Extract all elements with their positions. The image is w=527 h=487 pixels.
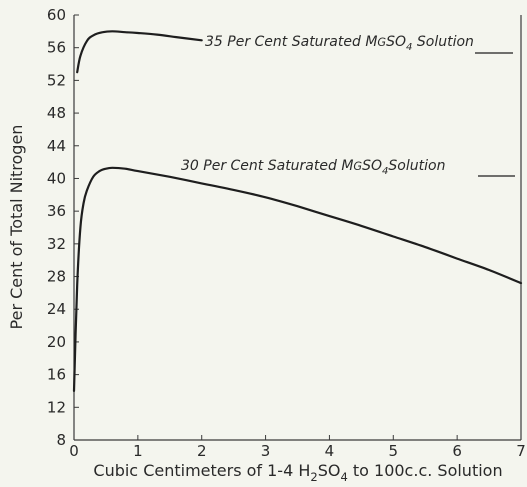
x-tick-label: 7 [516, 442, 526, 460]
y-tick-label: 24 [47, 300, 66, 318]
y-tick-label: 60 [47, 6, 66, 24]
x-tick-labels: 0 1 2 3 4 5 6 7 [69, 435, 526, 460]
y-tick-label: 44 [47, 137, 66, 155]
y-axis-title: Per Cent of Total Nitrogen [7, 125, 26, 330]
x-tick-label: 5 [389, 442, 399, 460]
y-tick-label: 8 [56, 431, 66, 449]
series-line-35-percent [76, 30, 203, 74]
y-tick-label: 32 [47, 235, 66, 253]
y-tick-label: 56 [47, 39, 66, 57]
y-tick-label: 52 [47, 71, 66, 89]
x-axis-title: Cubic Centimeters of 1-4 H2SO4 to 100c.c… [93, 461, 502, 484]
y-tick-label: 28 [47, 268, 66, 286]
series-label-35-percent: 35 Per Cent Saturated MGSO4 Solution [205, 34, 474, 53]
y-tick-label: 40 [47, 169, 66, 187]
y-tick-label: 12 [47, 398, 66, 416]
y-tick-labels: 8 12 16 20 24 28 32 36 40 44 48 52 56 60 [47, 6, 79, 449]
x-tick-label: 3 [261, 442, 271, 460]
x-tick-label: 0 [69, 442, 79, 460]
series-line-30-percent [72, 166, 523, 393]
x-tick-label: 1 [133, 442, 143, 460]
series-lines [72, 30, 523, 393]
y-tick-label: 16 [47, 366, 66, 384]
x-tick-label: 6 [452, 442, 462, 460]
y-tick-label: 48 [47, 104, 66, 122]
series-label-30-percent: 30 Per Cent Saturated MGSO4Solution [181, 158, 445, 177]
x-tick-label: 2 [197, 442, 207, 460]
x-tick-label: 4 [325, 442, 335, 460]
y-tick-label: 20 [47, 333, 66, 351]
y-tick-label: 36 [47, 202, 66, 220]
plot-frame [73, 15, 522, 441]
